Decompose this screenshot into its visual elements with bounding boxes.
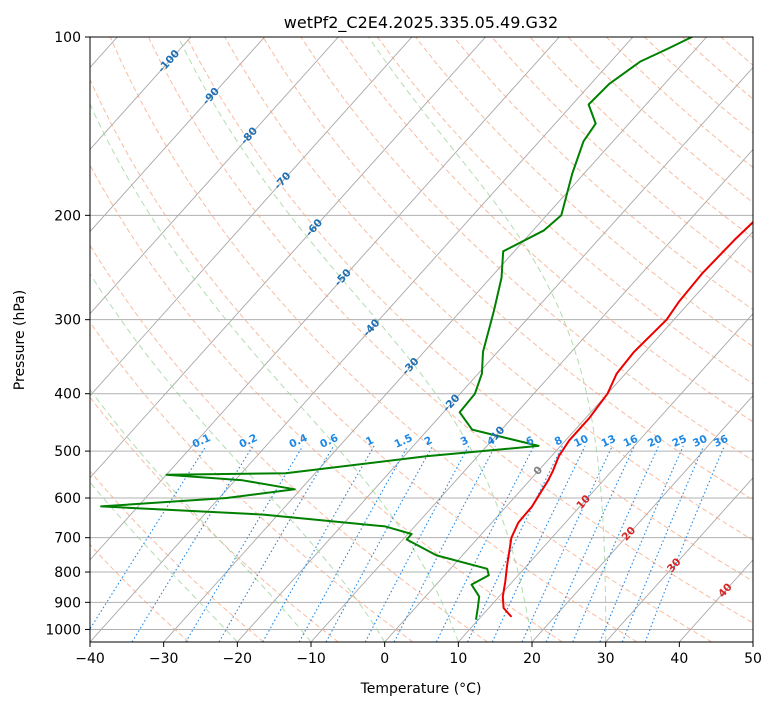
x-tick-label: 50 bbox=[744, 651, 762, 667]
mixing-ratio-line bbox=[218, 445, 335, 642]
y-axis-label: Pressure (hPa) bbox=[12, 290, 28, 390]
isotherm-line bbox=[605, 477, 753, 642]
mixing-ratio-label: 25 bbox=[671, 433, 689, 450]
isotherm-line bbox=[163, 37, 707, 642]
dry-adiabat bbox=[338, 37, 753, 423]
x-tick-label: 20 bbox=[523, 651, 541, 667]
moist-adiabat bbox=[368, 37, 607, 642]
dry-adiabat bbox=[262, 37, 753, 501]
mixing-ratio-line bbox=[131, 445, 254, 642]
isotherm-line bbox=[90, 37, 413, 397]
y-tick-label: 300 bbox=[54, 313, 81, 329]
y-tick-label: 200 bbox=[54, 208, 81, 224]
y-tick-label: 100 bbox=[54, 30, 81, 46]
moist-adiabat bbox=[90, 102, 459, 642]
x-tick-label: −10 bbox=[296, 651, 326, 667]
mixing-ratio-line bbox=[572, 445, 660, 642]
x-axis: −40 −30 −20 −10 0 10 20 30 40 50 bbox=[75, 642, 762, 667]
mixing-ratio-label: 10 bbox=[572, 433, 590, 450]
mixing-ratio-label: 2 bbox=[423, 434, 435, 448]
dry-adiabat bbox=[759, 37, 775, 642]
y-tick-label: 600 bbox=[54, 491, 81, 507]
y-tick-label: 700 bbox=[54, 531, 81, 547]
isotherm-line bbox=[90, 37, 192, 151]
mixing-ratio-label: 4 bbox=[485, 434, 497, 448]
mixing-ratio-line bbox=[90, 445, 207, 630]
isotherm-line bbox=[236, 66, 753, 642]
dry-adiabat bbox=[90, 321, 414, 642]
mixing-ratio-line bbox=[435, 445, 535, 642]
x-tick-label: −40 bbox=[75, 651, 105, 667]
mixing-ratio-label: 36 bbox=[712, 433, 730, 450]
mixing-ratio-line bbox=[298, 445, 409, 642]
isotherm-line bbox=[90, 37, 486, 479]
x-axis-label: Temperature (°C) bbox=[360, 681, 482, 697]
x-tick-label: −20 bbox=[223, 651, 253, 667]
mixing-ratio-line bbox=[185, 445, 304, 642]
isotherm-line bbox=[90, 37, 265, 233]
mixing-ratio-label: 3 bbox=[459, 434, 471, 448]
dry-adiabat bbox=[90, 163, 563, 642]
temperature-trace bbox=[501, 220, 753, 618]
y-tick-label: 900 bbox=[54, 595, 81, 611]
isotherm-line bbox=[90, 37, 560, 561]
isotherm-line bbox=[90, 37, 634, 642]
isotherm-line bbox=[384, 230, 753, 642]
mixing-ratio-label: 13 bbox=[599, 433, 617, 450]
mixing-ratio-label: 20 bbox=[646, 433, 664, 450]
mixing-ratio-line bbox=[393, 445, 496, 642]
mixing-ratio-label: 8 bbox=[553, 434, 565, 448]
dry-adiabat bbox=[90, 78, 638, 642]
moist-adiabat bbox=[177, 37, 533, 642]
dry-adiabat bbox=[186, 37, 753, 582]
y-axis: 100 200 300 400 500 600 700 800 900 1000 bbox=[45, 30, 90, 638]
plot-frame bbox=[89, 36, 754, 643]
y-tick-label: 1000 bbox=[45, 622, 81, 638]
mixing-ratio-label: 16 bbox=[622, 433, 640, 450]
x-tick-label: 40 bbox=[670, 651, 688, 667]
mixing-ratio-label: 1 bbox=[364, 434, 376, 448]
background-lines bbox=[90, 37, 775, 642]
dry-adiabat bbox=[90, 470, 264, 642]
plot-area bbox=[90, 37, 753, 642]
dry-adiabat bbox=[376, 37, 753, 385]
isotherm-line bbox=[531, 395, 753, 642]
x-tick-label: 0 bbox=[380, 651, 389, 667]
y-tick-label: 400 bbox=[54, 387, 81, 403]
moist-adiabat bbox=[90, 481, 238, 642]
x-tick-label: 10 bbox=[449, 651, 467, 667]
dry-adiabat bbox=[453, 37, 753, 311]
mixing-ratio-label: 6 bbox=[524, 434, 536, 448]
x-tick-label: −30 bbox=[149, 651, 179, 667]
y-tick-label: 500 bbox=[54, 444, 81, 460]
isotherm-line bbox=[752, 641, 753, 642]
mixing-ratio-line bbox=[599, 445, 684, 642]
x-tick-label: 30 bbox=[597, 651, 615, 667]
mixing-ratio-lines bbox=[90, 445, 725, 642]
chart-title: wetPf2_C2E4.2025.335.05.49.G32 bbox=[284, 13, 558, 33]
dewpoint-trace bbox=[100, 37, 693, 620]
mixing-ratio-line bbox=[467, 445, 563, 642]
dry-adiabat bbox=[90, 244, 488, 642]
mixing-ratio-label: 30 bbox=[691, 433, 709, 450]
isotherm-line bbox=[90, 37, 339, 315]
moist-adiabat bbox=[90, 388, 312, 642]
y-tick-label: 800 bbox=[54, 565, 81, 581]
profile-traces bbox=[100, 37, 753, 620]
dry-adiabat bbox=[147, 37, 753, 624]
dry-adiabat bbox=[224, 37, 753, 541]
isotherm-line bbox=[457, 312, 753, 642]
dry-adiabat bbox=[109, 37, 712, 642]
